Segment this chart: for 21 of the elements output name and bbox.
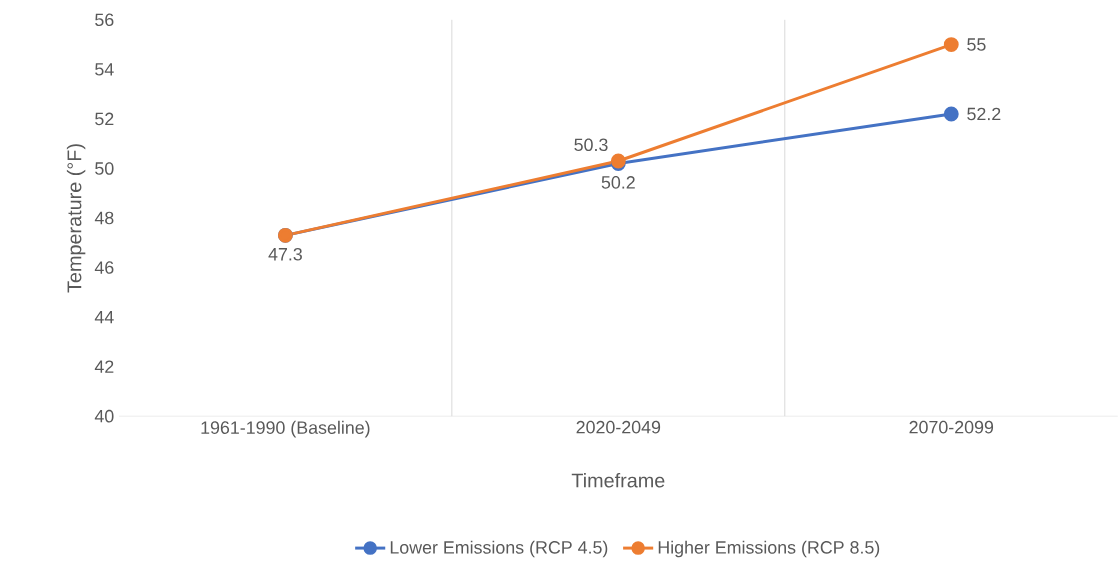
y-tick-label: 50 [95, 162, 114, 175]
y-tick-label: 56 [95, 13, 114, 27]
x-tick-label: 1961-1990 (Baseline) [201, 420, 370, 438]
data-label: 50.3 [574, 138, 608, 152]
y-tick-label: 44 [94, 311, 114, 324]
y-tick-label: 42 [94, 360, 114, 373]
y-tick-label: 54 [95, 63, 114, 76]
y-tick-label: 52 [95, 112, 114, 126]
y-tick-label: 46 [94, 261, 114, 274]
legend-label: Lower Emissions (RCP 4.5) [390, 540, 608, 558]
x-axis-title: Timeframe [571, 473, 665, 488]
data-label: 52.2 [967, 107, 1001, 121]
x-tick-label: 2020-2049 [576, 420, 661, 434]
data-label: 50.2 [601, 176, 635, 189]
data-label: 47.3 [268, 248, 302, 261]
y-axis-title: Temperature (°F) [66, 144, 86, 293]
y-tick-label: 48 [94, 211, 114, 225]
legend-label: Higher Emissions (RCP 8.5) [658, 540, 880, 558]
data-label: 55 [967, 38, 986, 51]
x-tick-label: 2070-2099 [909, 420, 994, 434]
y-tick-label: 40 [94, 409, 114, 423]
